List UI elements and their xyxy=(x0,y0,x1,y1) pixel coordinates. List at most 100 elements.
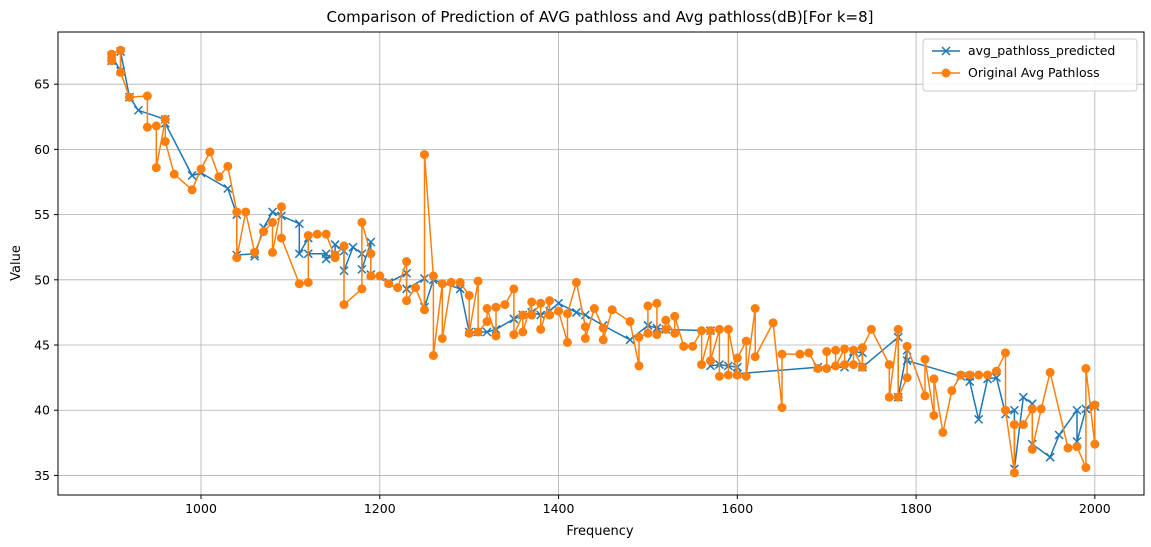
data-point xyxy=(339,241,349,251)
data-point xyxy=(920,391,930,401)
data-point xyxy=(366,271,376,281)
data-point xyxy=(491,331,501,341)
data-point xyxy=(732,370,742,380)
chart-title: Comparison of Prediction of AVG pathloss… xyxy=(327,8,874,26)
data-point xyxy=(419,150,429,160)
data-point xyxy=(527,297,537,307)
data-point xyxy=(437,279,447,289)
data-point xyxy=(938,427,948,437)
data-point xyxy=(1000,405,1010,415)
data-point xyxy=(580,322,590,332)
data-point xyxy=(366,249,376,259)
x-tick-label: 1000 xyxy=(185,501,217,516)
data-point xyxy=(1081,463,1091,473)
data-point xyxy=(107,49,117,59)
x-tick-label: 1200 xyxy=(364,501,396,516)
data-point xyxy=(294,219,304,229)
legend-entry-original: Original Avg Pathloss xyxy=(932,65,1100,80)
legend-entry-predicted: avg_pathloss_predicted xyxy=(932,43,1115,58)
data-point xyxy=(768,318,778,328)
data-point xyxy=(625,317,635,327)
data-point xyxy=(1009,468,1019,478)
data-point xyxy=(688,341,698,351)
data-point xyxy=(750,352,760,362)
data-point xyxy=(750,303,760,313)
data-point xyxy=(813,363,823,373)
data-point xyxy=(705,356,715,366)
data-point xyxy=(545,296,555,306)
data-point xyxy=(160,114,170,124)
data-point xyxy=(795,349,805,359)
data-point xyxy=(393,283,403,293)
data-point xyxy=(840,344,850,354)
data-point xyxy=(1072,442,1082,452)
data-point xyxy=(705,326,715,336)
data-point xyxy=(732,353,742,363)
data-point xyxy=(357,217,367,227)
data-point xyxy=(437,333,447,343)
data-point xyxy=(482,303,492,313)
data-point xyxy=(545,310,555,320)
data-point xyxy=(866,324,876,334)
data-point xyxy=(714,371,724,381)
data-point xyxy=(723,324,733,334)
data-point xyxy=(464,328,474,338)
data-point xyxy=(250,247,260,257)
data-point xyxy=(571,277,581,287)
data-point xyxy=(902,341,912,351)
data-point xyxy=(1027,404,1037,414)
data-point xyxy=(965,377,975,387)
data-point xyxy=(697,326,707,336)
plot-area-frame xyxy=(57,31,1145,496)
data-point xyxy=(348,242,358,252)
data-point xyxy=(169,169,179,179)
x-tick-label: 1600 xyxy=(721,501,753,516)
data-point xyxy=(697,360,707,370)
data-point xyxy=(580,333,590,343)
data-point xyxy=(509,284,519,294)
data-point xyxy=(652,330,662,340)
data-point xyxy=(482,317,492,327)
data-point xyxy=(607,305,617,315)
data-point xyxy=(1045,452,1055,462)
data-point xyxy=(294,279,304,289)
data-point xyxy=(518,310,528,320)
data-point xyxy=(428,350,438,360)
data-point xyxy=(902,373,912,383)
data-point xyxy=(276,233,286,243)
data-point xyxy=(536,324,546,334)
data-point xyxy=(509,330,519,340)
data-point xyxy=(1036,404,1046,414)
data-point xyxy=(330,240,340,250)
series-original xyxy=(107,45,1100,478)
data-point xyxy=(1090,400,1100,410)
data-point xyxy=(455,277,465,287)
data-point xyxy=(831,361,841,371)
y-axis-label: Value xyxy=(9,245,24,281)
data-point xyxy=(598,323,608,333)
data-point xyxy=(384,279,394,289)
data-point xyxy=(643,328,653,338)
data-point xyxy=(920,354,930,364)
data-point xyxy=(214,172,224,182)
x-axis-label: Frequency xyxy=(566,524,633,539)
data-point xyxy=(679,341,689,351)
data-point xyxy=(857,362,867,372)
data-point xyxy=(259,227,269,237)
x-tick-label: 1400 xyxy=(543,501,575,516)
y-tick-label: 45 xyxy=(34,338,50,353)
y-tick-label: 50 xyxy=(34,272,50,287)
data-point xyxy=(893,324,903,334)
data-point xyxy=(804,348,814,358)
data-point xyxy=(446,277,456,287)
legend-box xyxy=(922,38,1138,92)
data-point xyxy=(464,290,474,300)
data-point xyxy=(1000,348,1010,358)
data-point xyxy=(518,327,528,337)
data-point xyxy=(723,370,733,380)
y-tick-label: 40 xyxy=(34,403,50,418)
data-point xyxy=(884,392,894,402)
data-point xyxy=(303,230,313,240)
data-point xyxy=(1063,443,1073,453)
data-point xyxy=(714,324,724,334)
